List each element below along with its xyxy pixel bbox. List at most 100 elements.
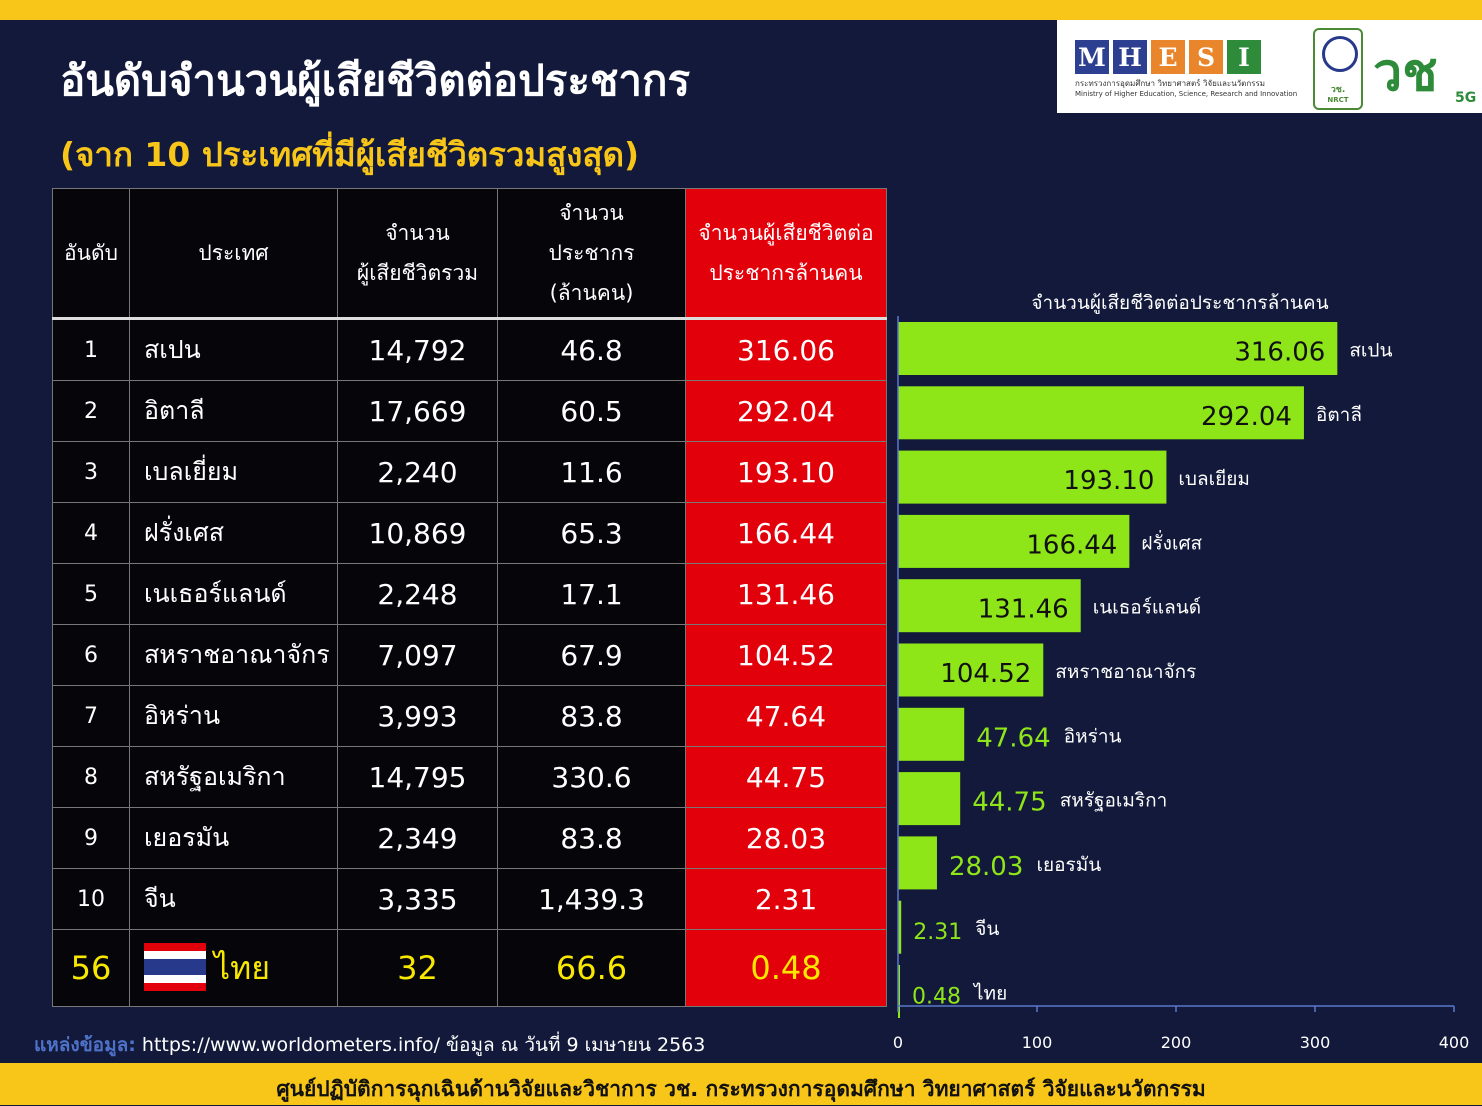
nrct-thai-name: วช. [1330, 85, 1346, 95]
header-population-line1: จำนวน [559, 201, 624, 225]
bar-value-label: 193.10 [1063, 466, 1154, 496]
cell-rank: 8 [52, 746, 130, 808]
cell-country: เบลเยี่ยม [129, 441, 338, 503]
bar-value-label: 131.46 [978, 595, 1069, 625]
cell-rate: 292.04 [685, 380, 887, 442]
cell-deaths: 7,097 [337, 624, 498, 686]
cell-population: 83.8 [497, 685, 686, 747]
x-tick-label: 0 [893, 1033, 903, 1052]
bar-category-label: เนเธอร์แลนด์ [1093, 597, 1201, 619]
bar-category-label: สเปน [1349, 340, 1392, 362]
top-accent-bar [0, 0, 1482, 20]
cell-deaths: 32 [337, 929, 498, 1007]
nrct-english-name: NRCT [1327, 96, 1349, 104]
bar [898, 707, 965, 761]
bottom-accent-bar [0, 1063, 1482, 1105]
mortality-table: อันดับ ประเทศ จำนวนผู้เสียชีวิตรวม จำนวน… [52, 188, 887, 1007]
mhesi-thai-name: กระทรวงการอุดมศึกษา วิทยาศาสตร์ วิจัยและ… [1075, 79, 1266, 88]
source-note: แหล่งข้อมูล: https://www.worldometers.in… [34, 1030, 705, 1060]
cell-population: 67.9 [497, 624, 686, 686]
header-deaths-line1: จำนวน [385, 221, 450, 245]
x-tick-label: 400 [1439, 1033, 1470, 1052]
bar-value-label: 292.04 [1201, 402, 1292, 432]
cell-rate: 166.44 [685, 502, 887, 564]
cell-rank: 5 [52, 563, 130, 625]
cell-deaths: 2,349 [337, 807, 498, 869]
mhesi-letter: M [1075, 40, 1109, 74]
x-tick-label: 200 [1161, 1033, 1192, 1052]
cell-population: 17.1 [497, 563, 686, 625]
cell-rate: 28.03 [685, 807, 887, 869]
header-rate-line1: จำนวนผู้เสียชีวิตต่อ [698, 221, 874, 245]
mhesi-english-name: Ministry of Higher Education, Science, R… [1075, 90, 1298, 98]
x-tick-label: 100 [1022, 1033, 1053, 1052]
page-title: อันดับจำนวนผู้เสียชีวิตต่อประชากร [60, 56, 690, 105]
bar [898, 836, 937, 890]
cell-rate: 316.06 [685, 318, 887, 381]
header-country: ประเทศ [129, 188, 338, 320]
footer-text: ศูนย์ปฏิบัติการฉุกเฉินด้านวิจัยและวิชากา… [276, 1077, 1206, 1101]
cell-rank: 1 [52, 318, 130, 381]
cell-country: ฝรั่งเศส [129, 502, 338, 564]
cell-deaths: 10,869 [337, 502, 498, 564]
cell-population: 83.8 [497, 807, 686, 869]
table-header-row: อันดับ ประเทศ จำนวนผู้เสียชีวิตรวม จำนวน… [52, 188, 887, 320]
bar-value-label: 104.52 [940, 659, 1031, 689]
bar [898, 450, 1167, 504]
cell-rank: 2 [52, 380, 130, 442]
table-row: 8 สหรัฐอเมริกา 14,795 330.6 44.75 [52, 746, 887, 808]
table-row: 4 ฝรั่งเศส 10,869 65.3 166.44 [52, 502, 887, 564]
cell-deaths: 2,240 [337, 441, 498, 503]
table-row-thailand: 56 ไทย 32 66.6 0.48 [52, 929, 887, 1007]
bar-category-label: เบลเยียม [1178, 468, 1249, 490]
source-url[interactable]: https://www.worldometers.info/ [141, 1034, 440, 1056]
cell-population: 66.6 [497, 929, 686, 1007]
cell-country: เนเธอร์แลนด์ [129, 563, 338, 625]
table-row: 1 สเปน 14,792 46.8 316.06 [52, 318, 887, 381]
bar [898, 965, 900, 1018]
table-row: 6 สหราชอาณาจักร 7,097 67.9 104.52 [52, 624, 887, 686]
bar [898, 900, 902, 954]
v5g-logo-suffix: 5G [1455, 90, 1476, 106]
cell-rank: 6 [52, 624, 130, 686]
cell-rate: 44.75 [685, 746, 887, 808]
bar [898, 514, 1130, 568]
header-population-line2: ประชากร [548, 241, 635, 265]
header-rank: อันดับ [52, 188, 130, 320]
cell-deaths: 14,792 [337, 318, 498, 381]
cell-country: สเปน [129, 318, 338, 381]
header-population-line3: (ล้านคน) [549, 281, 634, 305]
cell-rank: 9 [52, 807, 130, 869]
v5g-logo: วช 5G [1373, 43, 1476, 106]
cell-country: ไทย [129, 929, 338, 1007]
cell-country: เยอรมัน [129, 807, 338, 869]
bar-category-label: ไทย [972, 983, 1007, 1005]
cell-rate: 0.48 [685, 929, 887, 1007]
cell-rank: 10 [52, 868, 130, 930]
bar [898, 643, 1044, 697]
header-population: จำนวนประชากร (ล้านคน) [497, 188, 686, 320]
mhesi-letter: H [1113, 40, 1147, 74]
cell-rate: 193.10 [685, 441, 887, 503]
table-row: 5 เนเธอร์แลนด์ 2,248 17.1 131.46 [52, 563, 887, 625]
table-row: 3 เบลเยี่ยม 2,240 11.6 193.10 [52, 441, 887, 503]
cell-country: อิหร่าน [129, 685, 338, 747]
mhesi-letter: S [1189, 40, 1223, 74]
bar-value-label: 28.03 [949, 852, 1023, 882]
cell-deaths: 3,993 [337, 685, 498, 747]
bar-category-label: ฝรั่งเศส [1141, 529, 1202, 554]
cell-deaths: 2,248 [337, 563, 498, 625]
cell-rate: 104.52 [685, 624, 887, 686]
cell-population: 330.6 [497, 746, 686, 808]
chart-title: จำนวนผู้เสียชีวิตต่อประชากรล้านคน [1031, 292, 1329, 314]
cell-deaths: 14,795 [337, 746, 498, 808]
header-deaths-line2: ผู้เสียชีวิตรวม [356, 261, 479, 285]
bar [898, 772, 961, 826]
cell-rank: 4 [52, 502, 130, 564]
cell-population: 46.8 [497, 318, 686, 381]
header-deaths: จำนวนผู้เสียชีวิตรวม [337, 188, 498, 320]
mhesi-letter: E [1151, 40, 1185, 74]
bar [898, 579, 1081, 633]
table-row: 7 อิหร่าน 3,993 83.8 47.64 [52, 685, 887, 747]
